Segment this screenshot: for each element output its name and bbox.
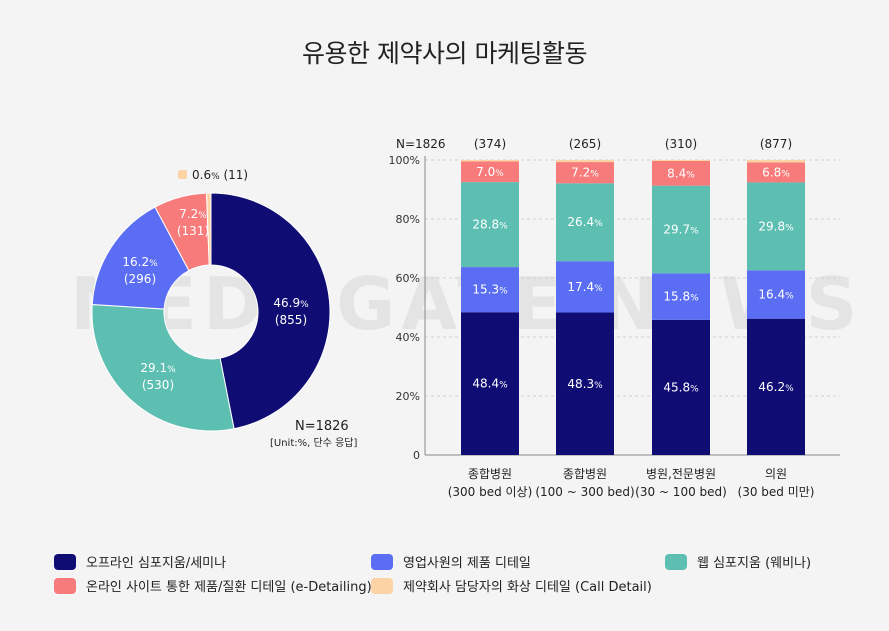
bar-segment-sales	[747, 270, 805, 319]
pie-n-label: N=1826	[295, 419, 349, 434]
bar-label-offline: 48.4%	[472, 377, 508, 391]
bar-segment-sales	[652, 273, 710, 320]
legend-item-offline: 오프라인 심포지움/세미나	[54, 552, 226, 571]
x-tick-sublabel: (30 ~ 100 bed)	[635, 485, 727, 499]
x-tick-label: 종합병원	[468, 467, 512, 481]
legend-swatch-call	[371, 577, 393, 594]
legend-item-call: 제약회사 담당자의 화상 디테일 (Call Detail)	[371, 576, 652, 595]
bar-segment-call	[652, 160, 710, 161]
pie-label-count-offline: (855)	[275, 313, 307, 327]
bar-label-sales: 15.8%	[663, 290, 699, 304]
y-tick-label: 60%	[396, 272, 420, 285]
bar-segment-offline	[556, 312, 614, 455]
legend-item-online: 온라인 사이트 통한 제품/질환 디테일 (e-Detailing)	[54, 576, 372, 595]
bar-segment-sales	[461, 267, 519, 313]
legend-label-online: 온라인 사이트 통한 제품/질환 디테일 (e-Detailing)	[86, 580, 372, 595]
pie-unit-note: [Unit:%, 단수 응답]	[270, 437, 357, 449]
bar-segment-online	[747, 162, 805, 183]
x-tick-label: 종합병원	[563, 467, 607, 481]
pie-label-call: 0.6% (11)	[192, 168, 248, 182]
bar-segment-sales	[556, 261, 614, 313]
bar-label-online: 7.0%	[476, 165, 504, 179]
legend-item-web: 웹 심포지움 (웨비나)	[665, 552, 811, 571]
bar-category-n: (374)	[474, 137, 506, 151]
pie-label-count-web: (530)	[142, 378, 174, 392]
bar-segment-online	[652, 160, 710, 186]
pie-slice-offline	[210, 192, 331, 430]
bar-segment-call	[556, 160, 614, 163]
legend-swatch-web	[665, 553, 687, 570]
bar-segment-web	[652, 185, 710, 274]
legend-label-offline: 오프라인 심포지움/세미나	[86, 556, 227, 571]
legend-item-sales: 영업사원의 제품 디테일	[371, 552, 531, 571]
y-tick-label: 20%	[396, 390, 420, 403]
bar-n-label: N=1826	[396, 137, 446, 151]
y-tick-label: 80%	[396, 213, 420, 226]
bar-segment-call	[461, 160, 519, 162]
bar-segment-online	[556, 162, 614, 184]
bar-segment-web	[556, 183, 614, 262]
x-tick-label: 병원,전문병원	[646, 467, 716, 481]
x-tick-label: 의원	[765, 467, 787, 481]
legend-swatch-offline	[54, 553, 76, 570]
bar-label-sales: 16.4%	[758, 288, 794, 302]
bar-segment-call	[747, 160, 805, 163]
bar-label-sales: 15.3%	[472, 283, 508, 297]
bar-segment-web	[461, 182, 519, 268]
bar-label-web: 26.4%	[567, 215, 603, 229]
bar-label-web: 29.7%	[663, 222, 699, 236]
bar-segment-web	[747, 182, 805, 271]
legend-swatch-sales	[371, 553, 393, 570]
y-tick-label: 0	[413, 449, 420, 462]
y-tick-label: 100%	[389, 154, 420, 167]
bar-category-n: (265)	[569, 137, 601, 151]
pie-label-pct-web: 29.1%	[140, 361, 176, 375]
legend-label-sales: 영업사원의 제품 디테일	[403, 556, 531, 571]
pie-label-pct-online: 7.2%	[179, 207, 207, 221]
x-tick-sublabel: (300 bed 이상)	[448, 485, 533, 499]
chart-title: 유용한 제약사의 마케팅활동	[302, 39, 587, 68]
bar-label-sales: 17.4%	[567, 280, 603, 294]
bar-category-n: (310)	[665, 137, 697, 151]
x-tick-sublabel: (100 ~ 300 bed)	[535, 485, 634, 499]
bar-label-online: 7.2%	[571, 166, 599, 180]
bar-category-n: (877)	[760, 137, 792, 151]
x-tick-sublabel: (30 bed 미만)	[738, 485, 815, 499]
pie-label-count-sales: (296)	[124, 272, 156, 286]
bar-segment-offline	[461, 312, 519, 455]
pie-slice-call	[205, 192, 212, 266]
bar-label-offline: 46.2%	[758, 380, 794, 394]
bar-segment-offline	[747, 318, 805, 455]
bar-label-online: 6.8%	[762, 165, 790, 179]
pie-label-count-online: (131)	[177, 224, 209, 238]
legend-label-web: 웹 심포지움 (웨비나)	[697, 556, 812, 571]
y-tick-label: 40%	[396, 331, 420, 344]
bar-label-web: 28.8%	[472, 218, 508, 232]
bar-label-web: 29.8%	[758, 219, 794, 233]
bar-label-online: 8.4%	[667, 166, 695, 180]
bar-segment-online	[461, 161, 519, 183]
legend-swatch-online	[54, 577, 76, 594]
bar-segment-offline	[652, 319, 710, 455]
pie-label-pct-offline: 46.9%	[273, 296, 309, 310]
pie-label-pct-sales: 16.2%	[122, 255, 158, 269]
bar-label-offline: 45.8%	[663, 380, 699, 394]
pie-slice-web	[91, 303, 235, 432]
pie-callout-swatch-call	[178, 170, 187, 179]
bar-label-offline: 48.3%	[567, 377, 603, 391]
pie-slice-sales	[91, 206, 190, 310]
legend-label-call: 제약회사 담당자의 화상 디테일 (Call Detail)	[403, 580, 652, 595]
